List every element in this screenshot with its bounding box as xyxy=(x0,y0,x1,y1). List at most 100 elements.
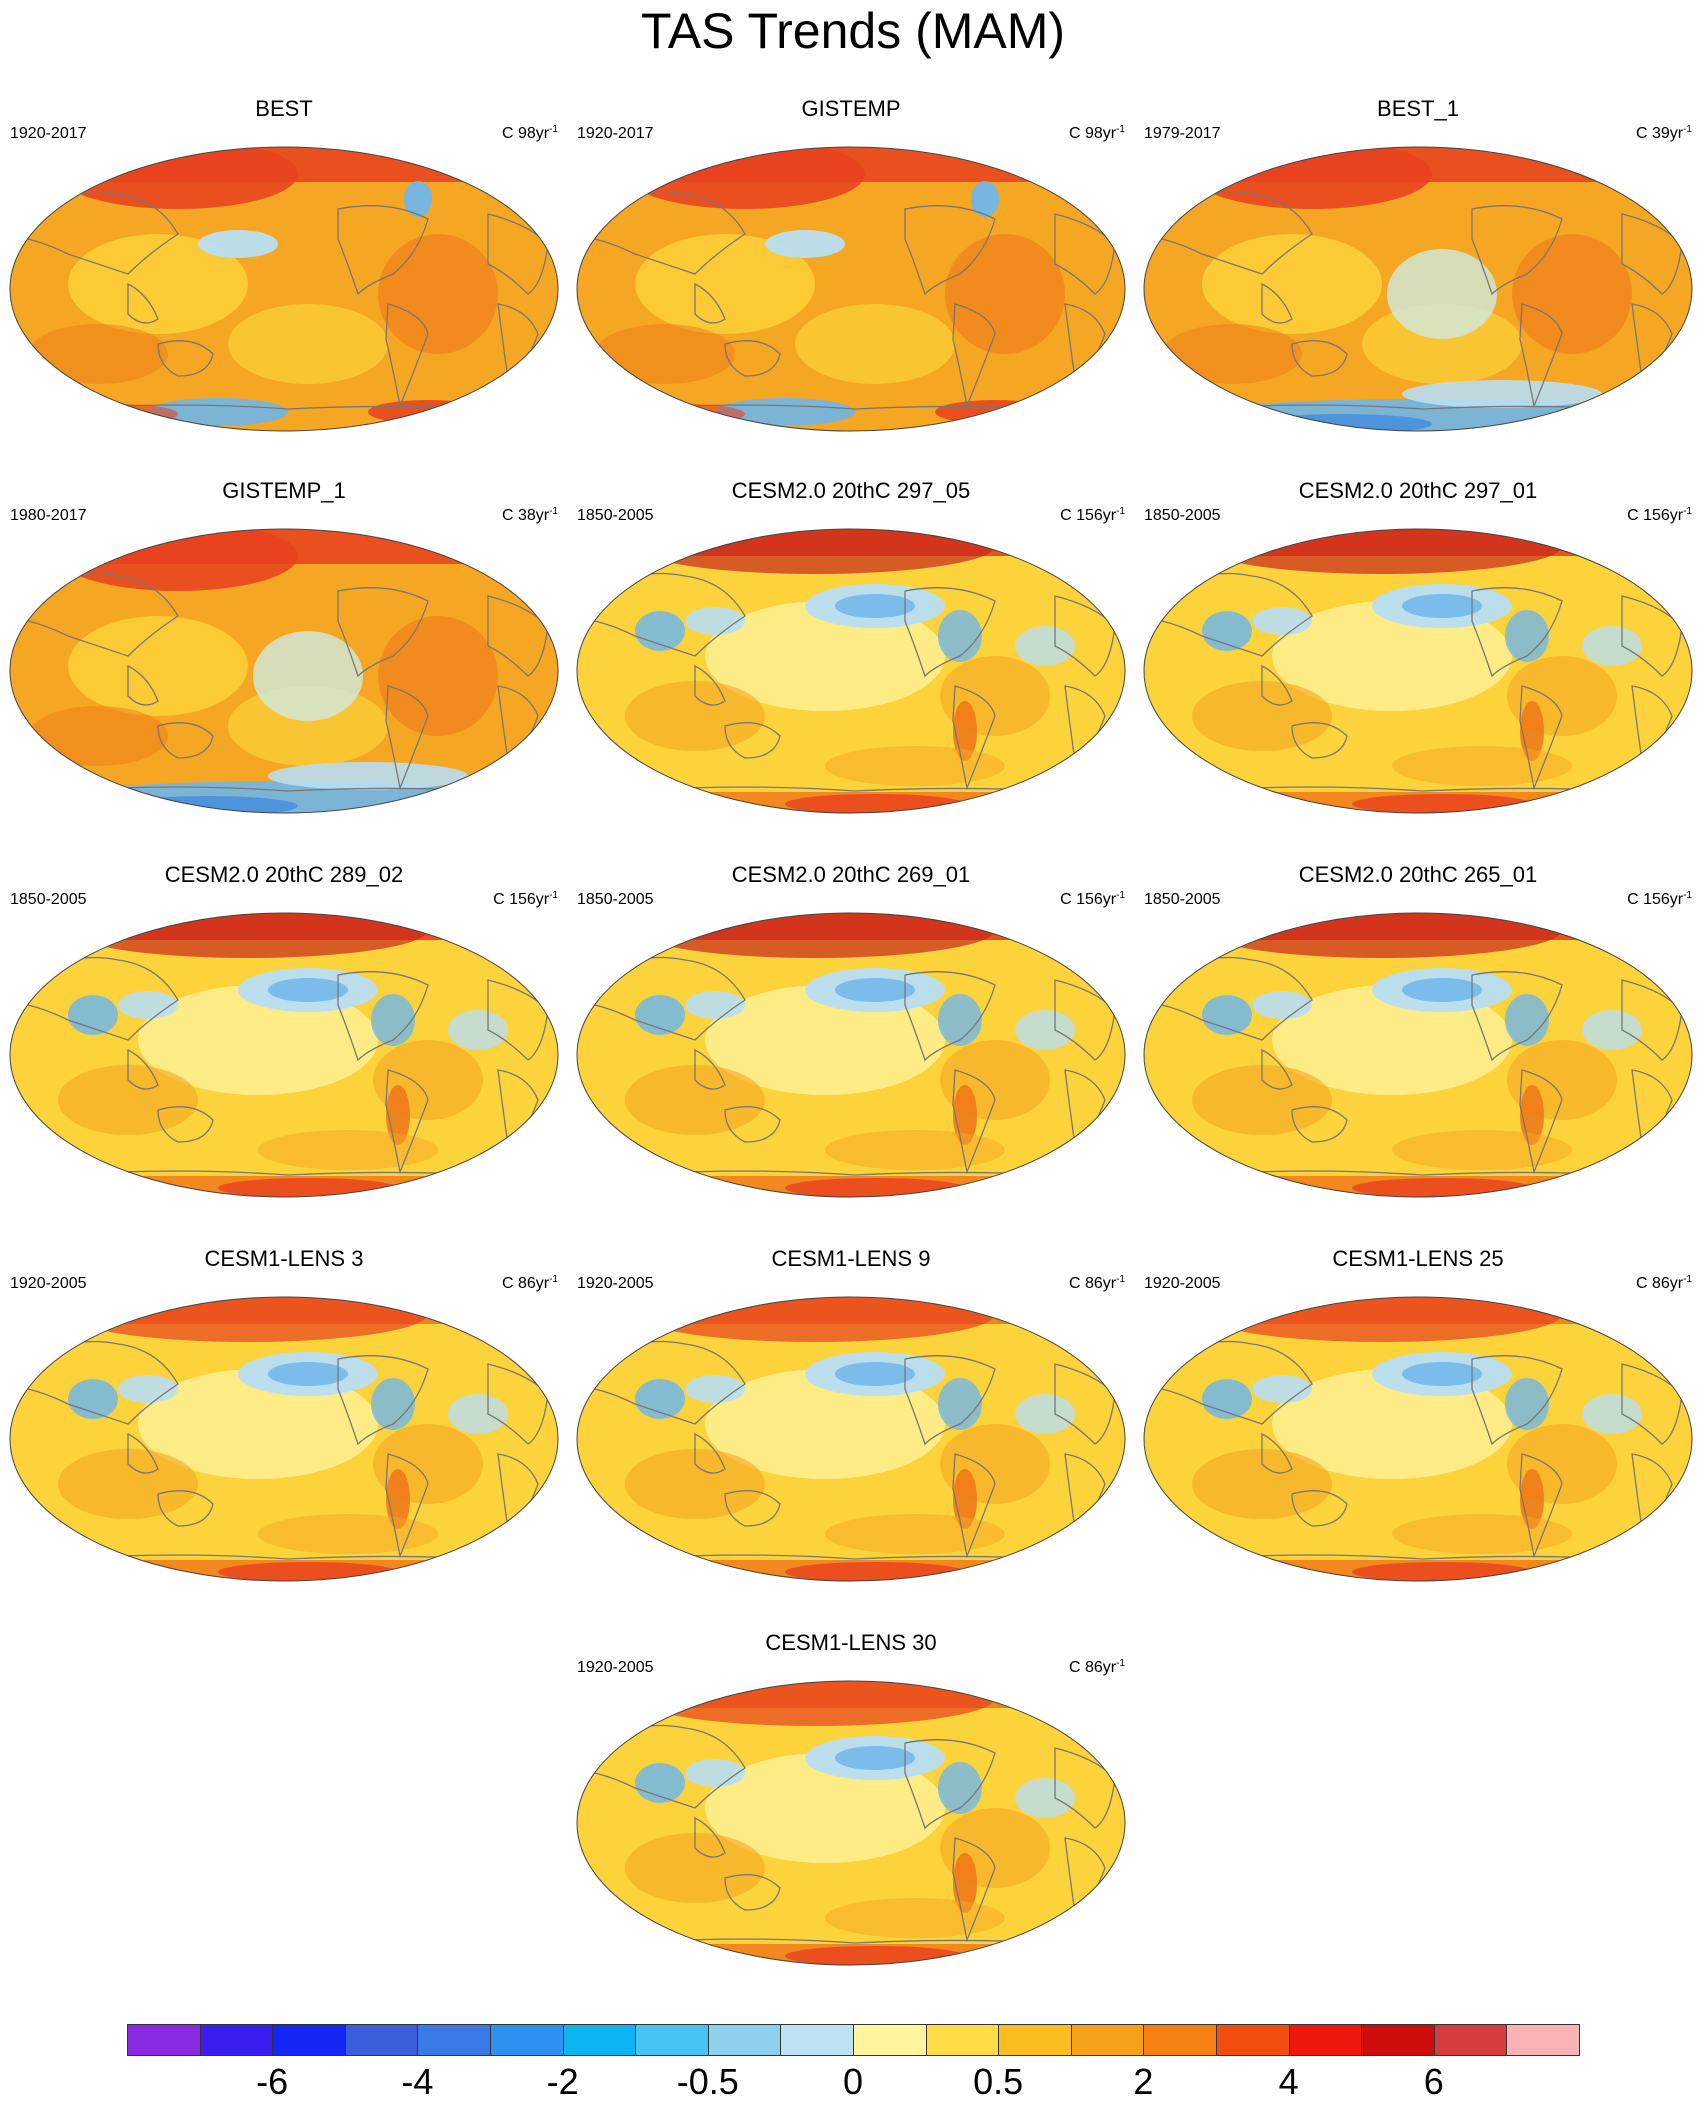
map-panel: GISTEMP 1920-2017 C 98yr-1 xyxy=(567,96,1135,436)
panel-units-exponent: -1 xyxy=(549,1274,558,1285)
panel-units-prefix: C 156yr xyxy=(1627,507,1684,524)
map-panel: CESM2.0 20thC 289_02 1850-2005 C 156yr-1 xyxy=(0,862,568,1202)
panel-title: BEST_1 xyxy=(1377,96,1459,121)
panel-units-exponent: -1 xyxy=(1683,506,1692,517)
colorbar-swatch xyxy=(1143,2024,1217,2056)
colorbar-swatch xyxy=(1506,2024,1580,2056)
panel-units-prefix: C 38yr xyxy=(501,507,550,524)
colorbar-tick-label: 6 xyxy=(1423,2061,1444,2102)
colorbar-swatch xyxy=(272,2024,346,2056)
colorbar-swatch xyxy=(780,2024,854,2056)
panel-units-exponent: -1 xyxy=(1116,506,1125,517)
colorbar-swatch xyxy=(199,2024,274,2056)
panel-units-prefix: C 86yr xyxy=(501,1275,550,1292)
panel-period: 1850-2005 xyxy=(577,507,654,524)
panel-period: 1850-2005 xyxy=(1144,891,1221,908)
trend-map xyxy=(576,1680,1126,1966)
panel-units-prefix: C 86yr xyxy=(1635,1275,1684,1292)
panel-units-exponent: -1 xyxy=(1683,1274,1692,1285)
trend-map xyxy=(576,146,1126,432)
panel-units: C 39yr-1 xyxy=(1636,120,1692,144)
colorbar-tick-label: 0.5 xyxy=(973,2061,1024,2102)
map-panel: CESM2.0 20thC 297_05 1850-2005 C 156yr-1 xyxy=(567,478,1135,818)
trend-map xyxy=(576,912,1126,1198)
colorbar-swatch xyxy=(417,2024,491,2056)
panel-units: C 86yr-1 xyxy=(1069,1270,1125,1294)
panel-units: C 98yr-1 xyxy=(1069,120,1125,144)
panel-title: CESM1-LENS 30 xyxy=(765,1630,937,1655)
panel-units: C 156yr-1 xyxy=(1627,502,1692,526)
trend-map xyxy=(1143,528,1693,814)
panel-units-prefix: C 86yr xyxy=(1068,1659,1117,1676)
map-panel: CESM1-LENS 3 1920-2005 C 86yr-1 xyxy=(0,1246,568,1586)
page-title: TAS Trends (MAM) xyxy=(640,3,1066,59)
panel-units-prefix: C 86yr xyxy=(1068,1275,1117,1292)
panel-title: CESM2.0 20thC 297_05 xyxy=(731,478,971,503)
panel-period: 1920-2005 xyxy=(1144,1275,1221,1292)
colorbar-tick-label: 2 xyxy=(1133,2061,1154,2102)
panel-title: CESM1-LENS 3 xyxy=(204,1246,364,1271)
colorbar-tick-label: 4 xyxy=(1278,2061,1299,2102)
colorbar-tick-label: 0 xyxy=(842,2061,864,2102)
map-panel: BEST_1 1979-2017 C 39yr-1 xyxy=(1134,96,1702,436)
map-panel: CESM1-LENS 30 1920-2005 C 86yr-1 xyxy=(567,1630,1135,1970)
colorbar-swatch xyxy=(490,2024,564,2056)
colorbar-tick-label: -2 xyxy=(546,2061,579,2102)
colorbar-swatch xyxy=(925,2024,1000,2056)
colorbar-swatch xyxy=(1288,2024,1363,2056)
panel-title: BEST xyxy=(255,96,313,121)
colorbar-swatch xyxy=(344,2024,419,2056)
trend-map xyxy=(576,528,1126,814)
trend-map xyxy=(1143,1296,1693,1582)
trend-map xyxy=(9,146,559,432)
panel-period: 1979-2017 xyxy=(1144,125,1221,142)
trend-map xyxy=(576,1296,1126,1582)
panel-units-exponent: -1 xyxy=(549,506,558,517)
panel-title: CESM2.0 20thC 297_01 xyxy=(1298,478,1538,503)
panel-title: GISTEMP_1 xyxy=(222,478,346,503)
panel-period: 1920-2017 xyxy=(577,125,654,142)
panel-period: 1850-2005 xyxy=(10,891,87,908)
panel-units-exponent: -1 xyxy=(1116,1274,1125,1285)
colorbar xyxy=(127,2024,1580,2056)
panel-units: C 86yr-1 xyxy=(1636,1270,1692,1294)
colorbar-swatch xyxy=(1070,2024,1145,2056)
panel-units: C 86yr-1 xyxy=(1069,1654,1125,1678)
panel-period: 1920-2005 xyxy=(10,1275,87,1292)
panel-units-exponent: -1 xyxy=(1116,890,1125,901)
panel-units-exponent: -1 xyxy=(549,124,558,135)
colorbar-swatch xyxy=(998,2024,1072,2056)
panel-title: CESM2.0 20thC 289_02 xyxy=(164,862,404,887)
map-panel: CESM2.0 20thC 269_01 1850-2005 C 156yr-1 xyxy=(567,862,1135,1202)
panel-period: 1920-2005 xyxy=(577,1659,654,1676)
map-panel: GISTEMP_1 1980-2017 C 38yr-1 xyxy=(0,478,568,818)
panel-title: CESM1-LENS 25 xyxy=(1332,1246,1504,1271)
panel-title: CESM2.0 20thC 265_01 xyxy=(1298,862,1538,887)
colorbar-tick-label: -4 xyxy=(401,2061,434,2102)
panel-period: 1850-2005 xyxy=(1144,507,1221,524)
panel-units-exponent: -1 xyxy=(1116,124,1125,135)
trend-map xyxy=(1143,912,1693,1198)
colorbar-tick-label: -6 xyxy=(256,2061,289,2102)
trend-map xyxy=(9,1296,559,1582)
panel-units-prefix: C 156yr xyxy=(1060,891,1117,908)
map-panel: CESM2.0 20thC 265_01 1850-2005 C 156yr-1 xyxy=(1134,862,1702,1202)
panel-period: 1920-2005 xyxy=(577,1275,654,1292)
panel-units-exponent: -1 xyxy=(1116,1658,1125,1669)
panel-units-prefix: C 156yr xyxy=(1060,507,1117,524)
panel-units-exponent: -1 xyxy=(549,890,558,901)
trend-map xyxy=(1143,146,1693,432)
colorbar-swatch xyxy=(1433,2024,1508,2056)
colorbar-swatch xyxy=(635,2024,709,2056)
panel-units-exponent: -1 xyxy=(1683,124,1692,135)
panel-title: GISTEMP xyxy=(801,96,901,121)
colorbar-tick-label: -0.5 xyxy=(676,2061,739,2102)
panel-title: CESM2.0 20thC 269_01 xyxy=(731,862,971,887)
colorbar-swatch xyxy=(562,2024,637,2056)
panel-units: C 156yr-1 xyxy=(1060,502,1125,526)
panel-units: C 98yr-1 xyxy=(502,120,558,144)
map-panel: CESM1-LENS 25 1920-2005 C 86yr-1 xyxy=(1134,1246,1702,1586)
panel-period: 1980-2017 xyxy=(10,507,87,524)
trend-map xyxy=(9,912,559,1198)
trend-map xyxy=(9,528,559,814)
